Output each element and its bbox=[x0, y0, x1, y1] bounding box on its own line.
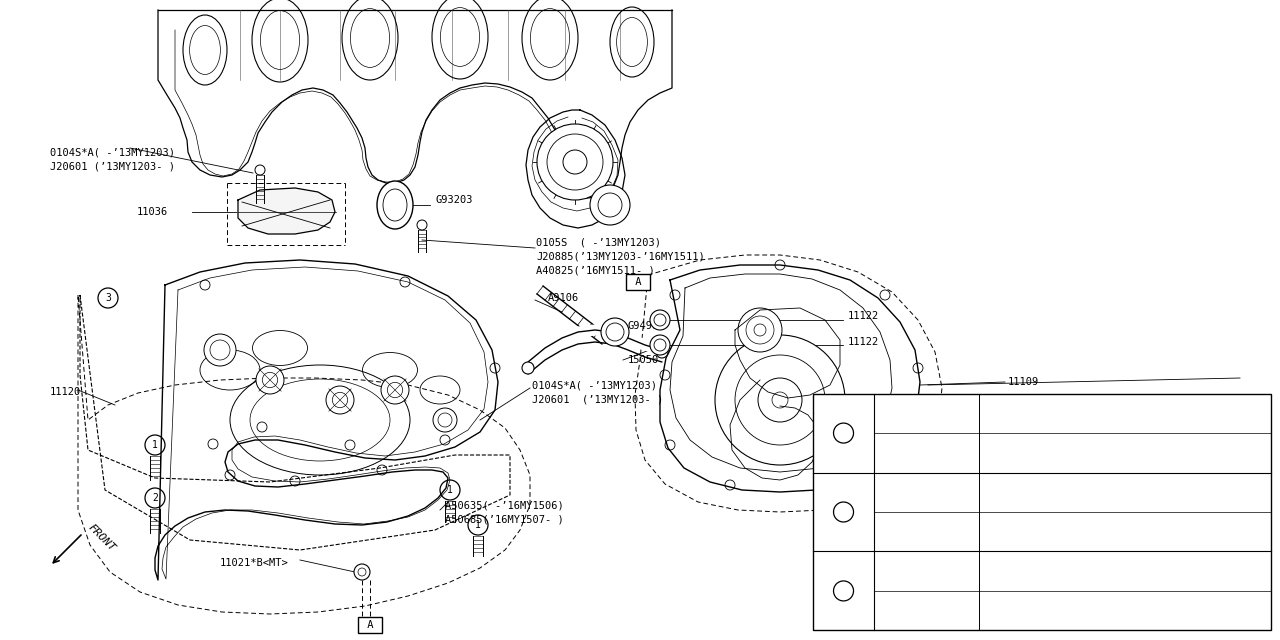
Text: 11036: 11036 bbox=[137, 207, 168, 217]
Text: J40802: J40802 bbox=[879, 527, 914, 537]
Circle shape bbox=[417, 220, 428, 230]
Circle shape bbox=[657, 346, 668, 358]
Text: G94906: G94906 bbox=[628, 321, 666, 331]
Text: J20601 (’13MY1203- ): J20601 (’13MY1203- ) bbox=[50, 161, 175, 171]
Text: A: A bbox=[361, 620, 379, 630]
Text: 11109: 11109 bbox=[1009, 377, 1039, 387]
Circle shape bbox=[255, 165, 265, 175]
Circle shape bbox=[433, 408, 457, 432]
Text: 0105S: 0105S bbox=[879, 408, 909, 419]
Polygon shape bbox=[660, 265, 920, 492]
Text: 1: 1 bbox=[840, 428, 847, 438]
Text: G93203: G93203 bbox=[435, 195, 472, 205]
Text: J20601  (’13MY1203- ): J20601 (’13MY1203- ) bbox=[532, 394, 663, 404]
Text: 0104S*A( -’13MY1203): 0104S*A( -’13MY1203) bbox=[532, 380, 657, 390]
Circle shape bbox=[355, 564, 370, 580]
Text: J20885: J20885 bbox=[879, 448, 914, 458]
Circle shape bbox=[739, 308, 782, 352]
Text: 11021*A: 11021*A bbox=[879, 566, 920, 576]
Circle shape bbox=[204, 334, 236, 366]
Text: J20885(’13MY1203-’16MY1511): J20885(’13MY1203-’16MY1511) bbox=[536, 251, 705, 261]
Text: D91601: D91601 bbox=[905, 501, 942, 511]
Text: (’13MY1203- ): (’13MY1203- ) bbox=[984, 448, 1061, 458]
Circle shape bbox=[833, 423, 854, 443]
Text: 11122: 11122 bbox=[849, 311, 879, 321]
Text: 15027D: 15027D bbox=[879, 605, 914, 616]
Text: 3: 3 bbox=[105, 293, 111, 303]
Bar bbox=[813, 394, 1271, 630]
Circle shape bbox=[326, 386, 355, 414]
Text: H01616: H01616 bbox=[905, 535, 942, 545]
Text: A50635( -’16MY1506): A50635( -’16MY1506) bbox=[445, 500, 563, 510]
Text: A70867: A70867 bbox=[879, 487, 914, 497]
Text: 11021*B<MT>: 11021*B<MT> bbox=[220, 558, 289, 568]
Text: (’16MY1511- ): (’16MY1511- ) bbox=[984, 605, 1061, 616]
Text: A50685(’16MY1507- ): A50685(’16MY1507- ) bbox=[445, 514, 563, 524]
Text: ( -’13MY1203): ( -’13MY1203) bbox=[984, 487, 1061, 497]
Circle shape bbox=[538, 124, 613, 200]
Circle shape bbox=[650, 335, 669, 355]
Text: FRONT: FRONT bbox=[87, 522, 118, 554]
Circle shape bbox=[602, 318, 628, 346]
Text: A: A bbox=[628, 277, 648, 287]
Text: 2: 2 bbox=[152, 493, 157, 503]
Text: 1: 1 bbox=[447, 485, 453, 495]
Text: (’13MY1203- ): (’13MY1203- ) bbox=[984, 527, 1061, 537]
Text: 1: 1 bbox=[475, 520, 481, 530]
Circle shape bbox=[833, 581, 854, 601]
Text: 1: 1 bbox=[152, 440, 157, 450]
Text: A031001151: A031001151 bbox=[1202, 615, 1265, 625]
Text: 0104S*A( -’13MY1203): 0104S*A( -’13MY1203) bbox=[50, 147, 175, 157]
Text: 15050: 15050 bbox=[628, 355, 659, 365]
Polygon shape bbox=[238, 188, 335, 234]
Circle shape bbox=[522, 362, 534, 374]
Text: 0105S  ( -’13MY1203): 0105S ( -’13MY1203) bbox=[536, 237, 660, 247]
Circle shape bbox=[381, 376, 410, 404]
Text: 11122: 11122 bbox=[849, 337, 879, 347]
Text: A9106: A9106 bbox=[548, 293, 580, 303]
Circle shape bbox=[872, 530, 892, 550]
Circle shape bbox=[590, 185, 630, 225]
Circle shape bbox=[716, 335, 845, 465]
Circle shape bbox=[256, 366, 284, 394]
Polygon shape bbox=[155, 260, 498, 580]
Text: ( -’16MY1511): ( -’16MY1511) bbox=[984, 566, 1061, 576]
Text: ( -’13MY1203): ( -’13MY1203) bbox=[984, 408, 1061, 419]
Text: 2: 2 bbox=[840, 507, 847, 517]
Circle shape bbox=[833, 502, 854, 522]
Polygon shape bbox=[165, 290, 490, 560]
Text: 3: 3 bbox=[840, 586, 847, 596]
Circle shape bbox=[650, 310, 669, 330]
Text: 11120: 11120 bbox=[50, 387, 81, 397]
Ellipse shape bbox=[378, 181, 413, 229]
Text: A40825(’16MY1511- ): A40825(’16MY1511- ) bbox=[536, 265, 655, 275]
